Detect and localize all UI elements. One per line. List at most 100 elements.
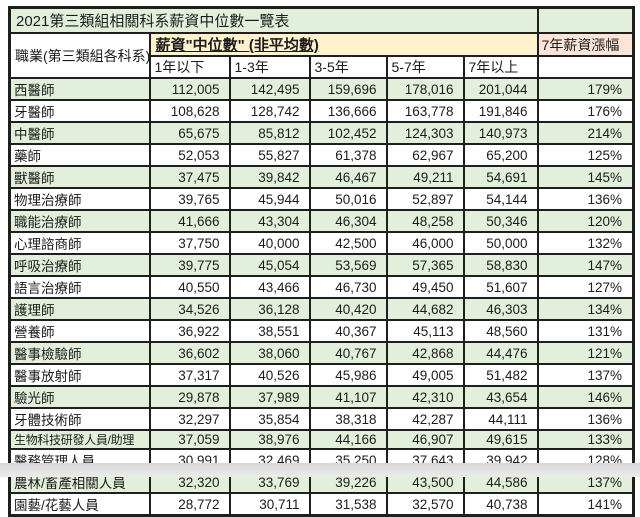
page-title: 2021第三類組相關科系薪資中位數一覽表 xyxy=(8,6,539,34)
growth-cell: 120% xyxy=(536,209,635,233)
salary-cell: 38,318 xyxy=(308,407,388,431)
salary-cell: 37,989 xyxy=(228,385,311,409)
experience-column-header: 1年以下 xyxy=(148,55,231,79)
occupation-cell: 語言治療師 xyxy=(8,275,151,299)
growth-cell: 179% xyxy=(536,77,635,101)
table-row: 護理師 34,526 36,128 40,420 44,682 46,303 134% xyxy=(8,297,635,321)
salary-cell: 49,615 xyxy=(462,428,539,451)
occupation-cell: 職能治療師 xyxy=(8,209,151,233)
salary-cell: 65,200 xyxy=(462,143,539,167)
experience-column-header: 7年以上 xyxy=(462,55,539,79)
table-row: 中醫師 65,675 85,812 102,452 124,303 140,973 214% xyxy=(8,121,635,145)
salary-cell: 45,054 xyxy=(228,253,311,277)
salary-cell: 142,495 xyxy=(228,77,311,101)
salary-cell: 57,365 xyxy=(385,253,465,277)
salary-cell: 50,000 xyxy=(462,231,539,255)
table-row: 牙體技術師 32,297 35,854 38,318 42,287 44,111 136% xyxy=(8,407,635,431)
salary-cell: 42,500 xyxy=(308,231,388,255)
salary-cell: 36,602 xyxy=(148,341,231,365)
growth-cell: 147% xyxy=(536,253,635,277)
salary-cell: 32,570 xyxy=(385,492,465,517)
salary-cell: 29,878 xyxy=(148,385,231,409)
salary-cell: 42,868 xyxy=(385,341,465,365)
experience-column-header: 5-7年 xyxy=(385,55,465,79)
growth-header-spacer-cell xyxy=(536,55,635,79)
salary-cell: 50,346 xyxy=(462,209,539,233)
growth-cell: 132% xyxy=(536,231,635,255)
salary-cell: 48,258 xyxy=(385,209,465,233)
salary-cell: 128,742 xyxy=(228,99,311,123)
salary-cell: 42,287 xyxy=(385,407,465,431)
salary-cell: 54,691 xyxy=(462,165,539,189)
occupation-cell: 西醫師 xyxy=(8,77,151,101)
salary-cell: 30,711 xyxy=(228,492,311,517)
salary-cell: 46,467 xyxy=(308,165,388,189)
table-row: 醫事放射師 37,317 40,526 45,986 49,005 51,482 137% xyxy=(8,363,635,387)
title-side-cell xyxy=(536,6,635,34)
growth-cell: 136% xyxy=(536,407,635,431)
salary-cell: 54,144 xyxy=(462,187,539,211)
growth-cell: 136% xyxy=(536,187,635,211)
occupation-cell: 牙體技術師 xyxy=(8,407,151,431)
salary-cell: 40,767 xyxy=(308,341,388,365)
salary-cell: 37,317 xyxy=(148,363,231,387)
salary-cell: 163,778 xyxy=(385,99,465,123)
salary-cell: 44,476 xyxy=(462,341,539,365)
salary-cell: 34,526 xyxy=(148,297,231,321)
occupation-cell: 獸醫師 xyxy=(8,165,151,189)
table-row: 語言治療師 40,550 43,466 46,730 49,450 51,607 127% xyxy=(8,275,635,299)
salary-cell: 51,607 xyxy=(462,275,539,299)
salary-cell: 45,944 xyxy=(228,187,311,211)
occupation-cell: 醫事放射師 xyxy=(8,363,151,387)
occupation-cell: 營養師 xyxy=(8,319,151,343)
title-row: 2021第三類組相關科系薪資中位數一覽表 xyxy=(8,6,635,34)
salary-cell: 61,378 xyxy=(308,143,388,167)
salary-cell: 42,310 xyxy=(385,385,465,409)
salary-cell: 201,044 xyxy=(462,77,539,101)
salary-cell: 108,628 xyxy=(148,99,231,123)
salary-cell: 52,053 xyxy=(148,143,231,167)
salary-cell: 46,907 xyxy=(385,428,465,451)
table-body: 西醫師 112,005 142,495 159,696 178,016 201,044 17… xyxy=(8,77,635,517)
salary-cell: 40,550 xyxy=(148,275,231,299)
group-header-row: 職業(第三類組各科系) 薪資"中位數" (非平均數) 7年薪資漲幅 xyxy=(8,32,635,79)
salary-cell: 44,111 xyxy=(462,407,539,431)
table-row: 營養師 36,922 38,551 40,367 45,113 48,560 131% xyxy=(8,319,635,343)
growth-cell: 137% xyxy=(536,363,635,387)
salary-cell: 39,775 xyxy=(148,253,231,277)
salary-cell: 40,526 xyxy=(228,363,311,387)
table-row: 園藝/花藝人員 28,772 30,711 31,538 32,570 40,738 141… xyxy=(8,492,635,517)
table-row: 呼吸治療師 39,775 45,054 53,569 57,365 58,830 147% xyxy=(8,253,635,277)
salary-cell: 43,304 xyxy=(228,209,311,233)
growth-cell: 131% xyxy=(536,319,635,343)
salary-cell: 37,059 xyxy=(148,428,231,451)
growth-cell: 134% xyxy=(536,297,635,321)
salary-cell: 49,450 xyxy=(385,275,465,299)
salary-cell: 36,128 xyxy=(228,297,311,321)
experience-column-header: 1-3年 xyxy=(228,55,311,79)
salary-cell: 35,854 xyxy=(228,407,311,431)
table-row: 驗光師 29,878 37,989 41,107 42,310 43,654 146% xyxy=(8,385,635,409)
salary-cell: 32,297 xyxy=(148,407,231,431)
growth-cell: 121% xyxy=(536,341,635,365)
occupation-cell: 心理諮商師 xyxy=(8,231,151,255)
salary-cell: 38,551 xyxy=(228,319,311,343)
occupation-cell: 生物科技研發人員/助理 xyxy=(8,428,151,451)
salary-cell: 58,830 xyxy=(462,253,539,277)
salary-cell: 51,482 xyxy=(462,363,539,387)
salary-cell: 85,812 xyxy=(228,121,311,145)
salary-cell: 46,730 xyxy=(308,275,388,299)
salary-cell: 65,675 xyxy=(148,121,231,145)
salary-cell: 43,466 xyxy=(228,275,311,299)
growth-cell: 176% xyxy=(536,99,635,123)
salary-cell: 191,846 xyxy=(462,99,539,123)
table-row: 職能治療師 41,666 43,304 46,304 48,258 50,346 120% xyxy=(8,209,635,233)
salary-median-header: 薪資"中位數" (非平均數) xyxy=(148,32,539,57)
salary-cell: 28,772 xyxy=(148,492,231,517)
salary-cell: 41,666 xyxy=(148,209,231,233)
salary-cell: 40,000 xyxy=(228,231,311,255)
occupation-cell: 護理師 xyxy=(8,297,151,321)
salary-cell: 49,211 xyxy=(385,165,465,189)
salary-cell: 40,420 xyxy=(308,297,388,321)
table-row: 牙醫師 108,628 128,742 136,666 163,778 191,846 17… xyxy=(8,99,635,123)
